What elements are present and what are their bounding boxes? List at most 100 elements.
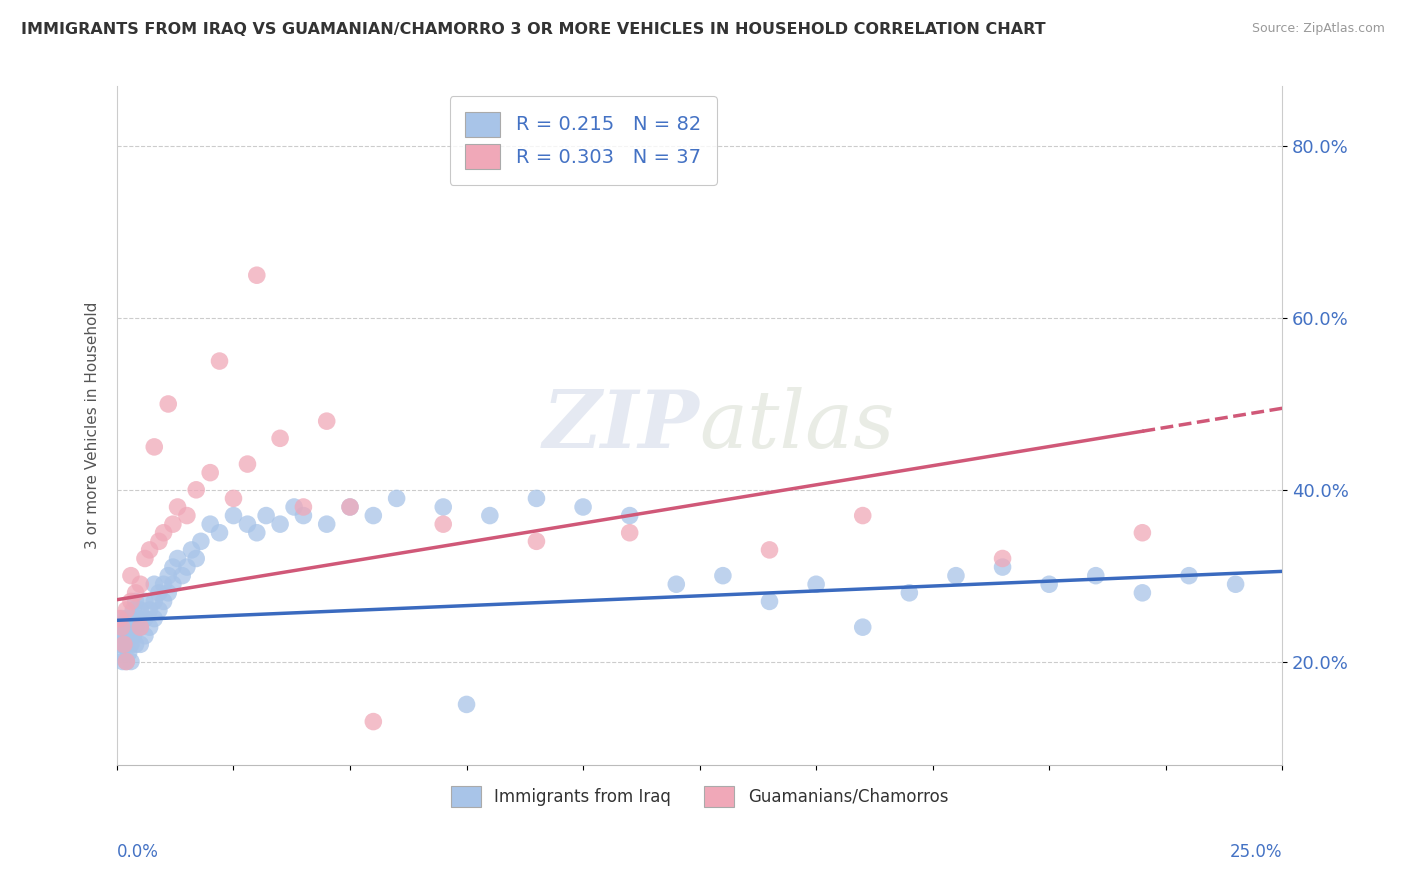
Point: [176, 508, 198, 523]
Point: [111, 646, 134, 660]
Point: [129, 577, 152, 591]
Point: [172, 568, 194, 582]
Point: [134, 629, 156, 643]
Point: [115, 655, 138, 669]
Point: [339, 500, 361, 514]
Point: [665, 577, 688, 591]
Point: [157, 586, 180, 600]
Point: [385, 491, 408, 506]
Y-axis label: 3 or more Vehicles in Household: 3 or more Vehicles in Household: [86, 301, 100, 549]
Point: [198, 517, 221, 532]
Point: [117, 629, 139, 643]
Point: [711, 568, 734, 582]
Legend: Immigrants from Iraq, Guamanians/Chamorros: Immigrants from Iraq, Guamanians/Chamorr…: [444, 779, 955, 814]
Point: [129, 620, 152, 634]
Point: [246, 525, 269, 540]
Point: [162, 560, 184, 574]
Point: [120, 620, 142, 634]
Point: [152, 577, 174, 591]
Point: [208, 354, 231, 368]
Point: [186, 483, 208, 497]
Point: [134, 611, 156, 625]
Text: Source: ZipAtlas.com: Source: ZipAtlas.com: [1251, 22, 1385, 36]
Point: [108, 637, 131, 651]
Point: [572, 500, 595, 514]
Point: [292, 508, 315, 523]
Point: [148, 586, 170, 600]
Point: [222, 491, 245, 506]
Point: [236, 457, 259, 471]
Point: [619, 508, 641, 523]
Point: [186, 551, 208, 566]
Point: [283, 500, 305, 514]
Point: [115, 603, 138, 617]
Point: [236, 517, 259, 532]
Point: [945, 568, 967, 582]
Point: [456, 698, 478, 712]
Point: [852, 620, 875, 634]
Point: [166, 551, 188, 566]
Point: [134, 551, 156, 566]
Point: [124, 594, 146, 608]
Point: [804, 577, 827, 591]
Point: [111, 629, 134, 643]
Point: [120, 594, 142, 608]
Point: [112, 620, 135, 634]
Point: [363, 508, 385, 523]
Point: [148, 534, 170, 549]
Text: ZIP: ZIP: [543, 387, 700, 464]
Point: [143, 611, 166, 625]
Point: [526, 491, 548, 506]
Point: [246, 268, 269, 283]
Point: [129, 637, 152, 651]
Point: [138, 603, 160, 617]
Point: [129, 620, 152, 634]
Point: [898, 586, 921, 600]
Point: [124, 637, 146, 651]
Point: [157, 397, 180, 411]
Point: [315, 414, 337, 428]
Text: atlas: atlas: [700, 387, 896, 464]
Point: [991, 551, 1014, 566]
Point: [198, 466, 221, 480]
Point: [138, 542, 160, 557]
Point: [269, 431, 291, 445]
Point: [143, 440, 166, 454]
Point: [120, 637, 142, 651]
Point: [124, 620, 146, 634]
Point: [432, 500, 454, 514]
Point: [111, 655, 134, 669]
Point: [108, 611, 131, 625]
Point: [991, 560, 1014, 574]
Point: [269, 517, 291, 532]
Point: [180, 542, 202, 557]
Text: 0.0%: 0.0%: [117, 843, 159, 861]
Point: [115, 655, 138, 669]
Point: [157, 568, 180, 582]
Point: [758, 594, 780, 608]
Point: [112, 637, 135, 651]
Point: [117, 646, 139, 660]
Point: [115, 611, 138, 625]
Point: [115, 637, 138, 651]
Point: [122, 603, 145, 617]
Point: [432, 517, 454, 532]
Point: [110, 620, 132, 634]
Point: [162, 517, 184, 532]
Point: [339, 500, 361, 514]
Point: [208, 525, 231, 540]
Point: [478, 508, 501, 523]
Point: [143, 594, 166, 608]
Point: [111, 620, 134, 634]
Point: [526, 534, 548, 549]
Point: [152, 525, 174, 540]
Point: [138, 620, 160, 634]
Point: [112, 637, 135, 651]
Point: [115, 620, 138, 634]
Point: [122, 629, 145, 643]
Point: [315, 517, 337, 532]
Point: [852, 508, 875, 523]
Point: [114, 629, 136, 643]
Point: [120, 611, 142, 625]
Point: [254, 508, 277, 523]
